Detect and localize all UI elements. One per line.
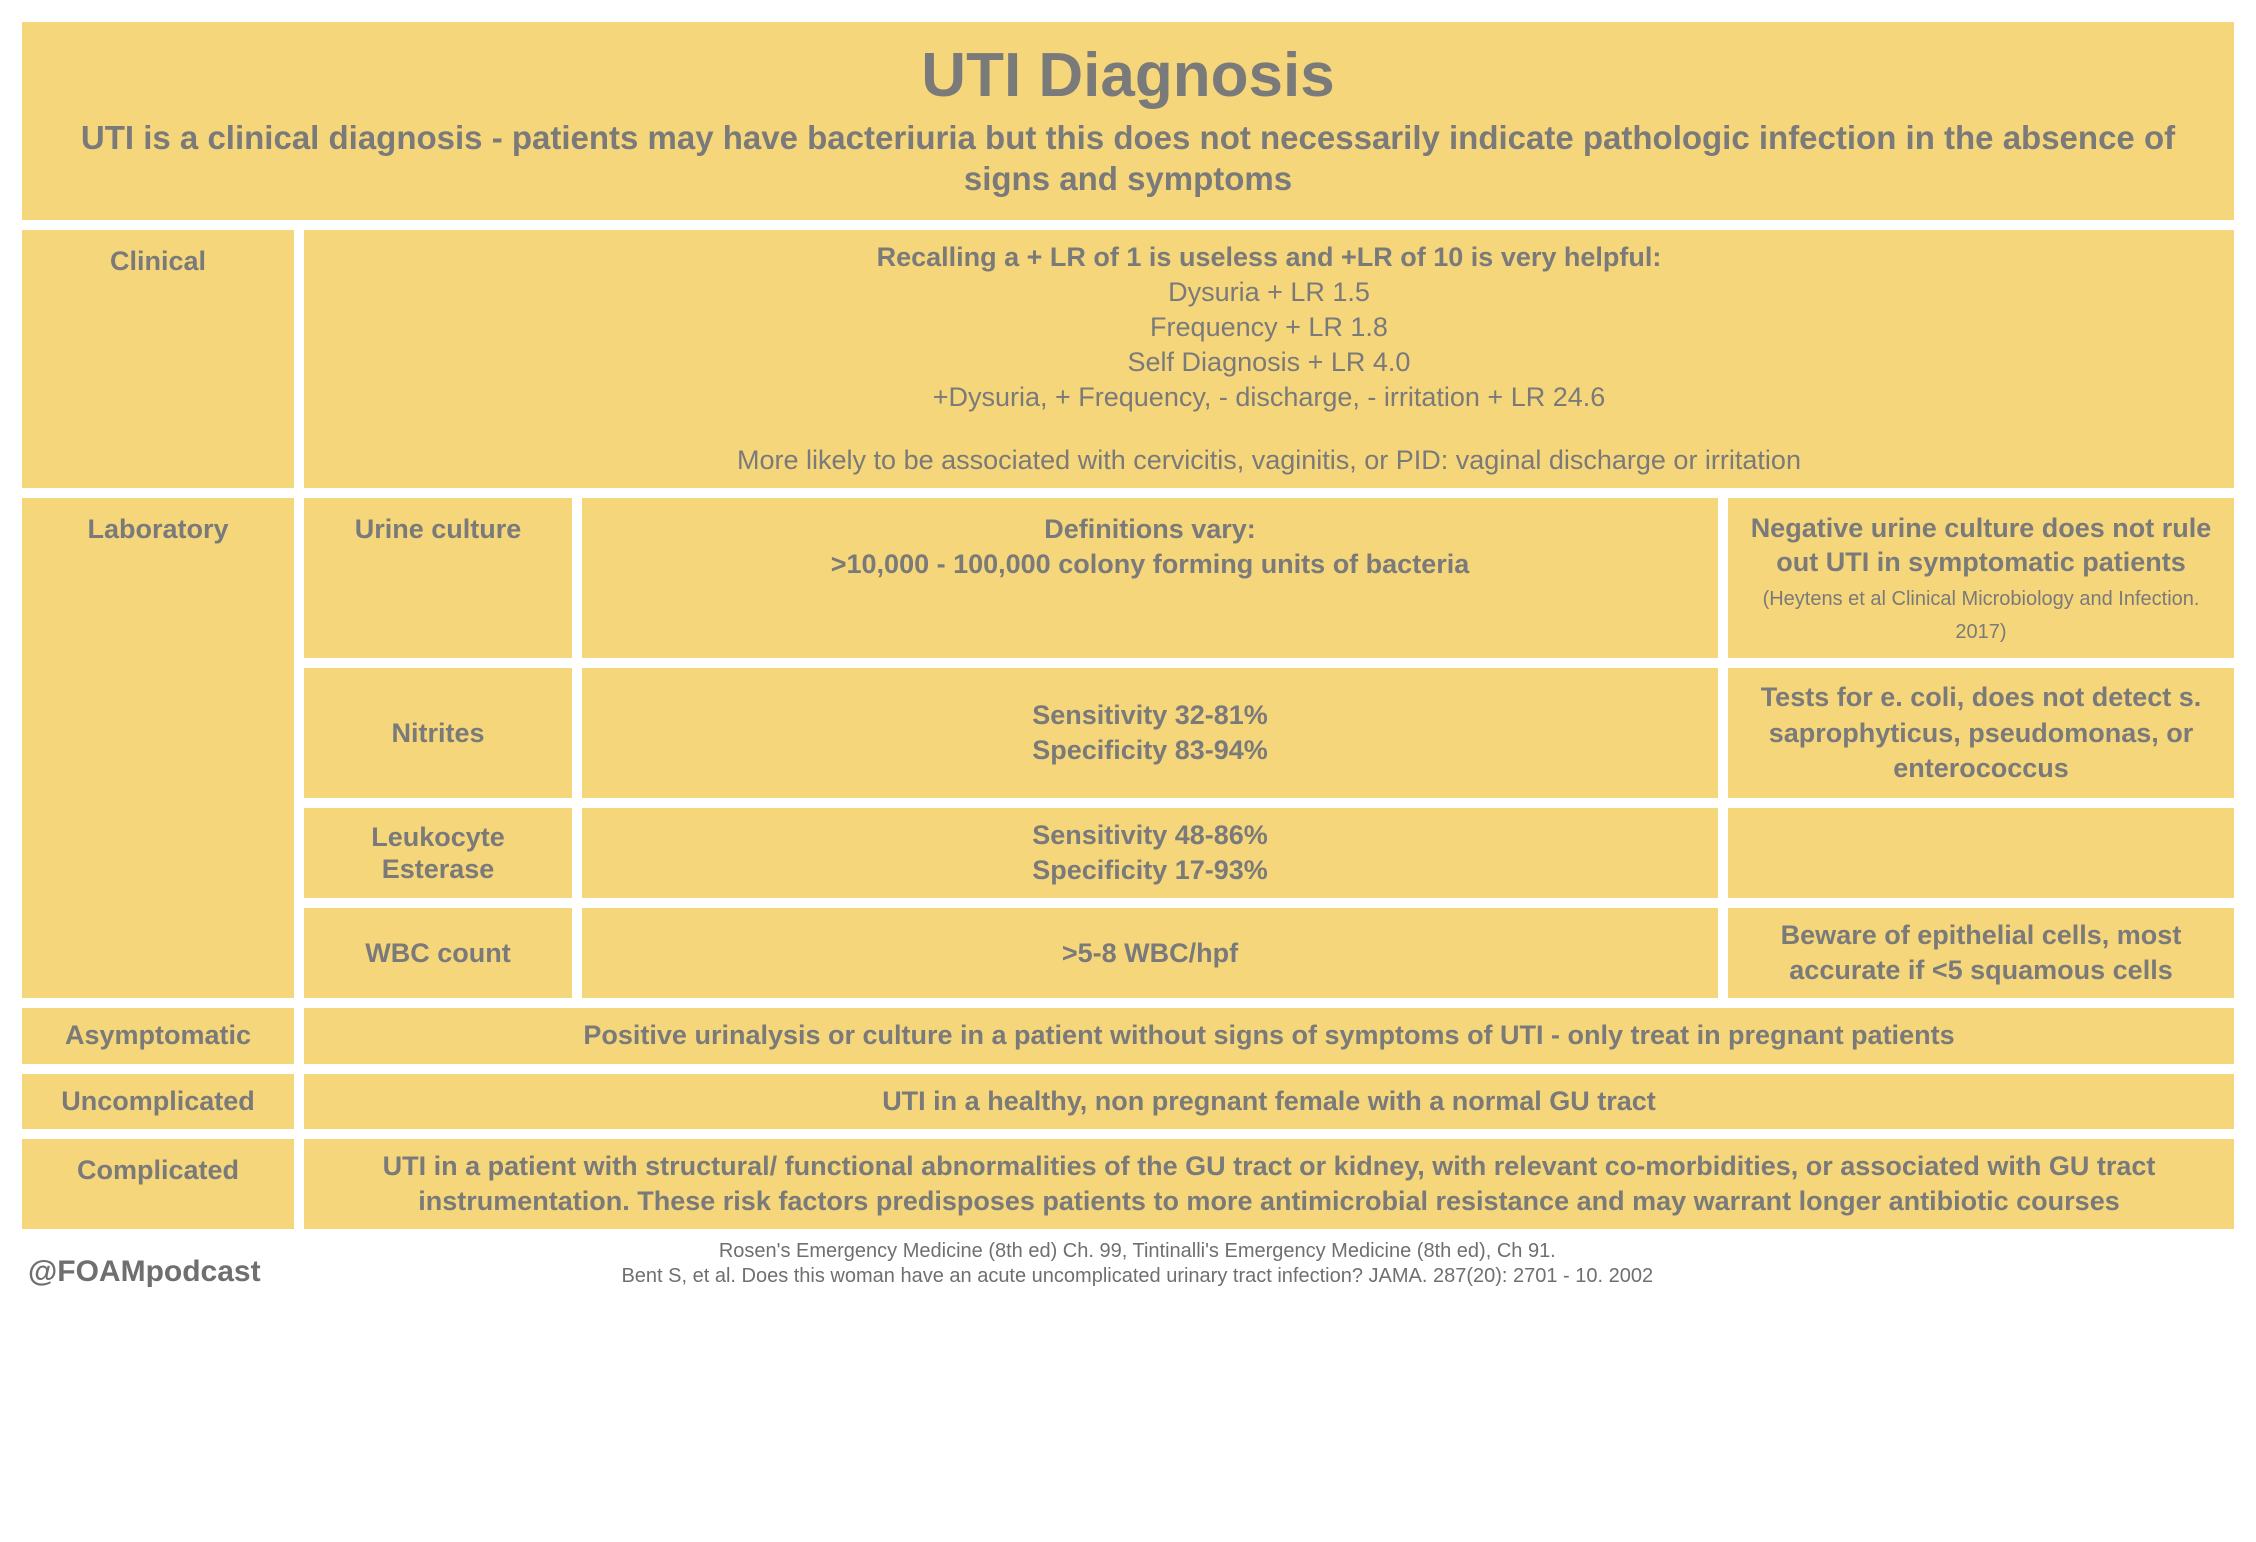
lab-test-name: Urine culture bbox=[304, 498, 572, 658]
mid-body: >10,000 - 100,000 colony forming units o… bbox=[831, 547, 1469, 582]
references: Rosen's Emergency Medicine (8th ed) Ch. … bbox=[261, 1239, 2014, 1289]
lab-test-name: Leukocyte Esterase bbox=[304, 808, 572, 898]
complicated-content: UTI in a patient with structural/ functi… bbox=[304, 1139, 2234, 1229]
test-name-text: Nitrites bbox=[391, 716, 484, 751]
lab-test-mid: Sensitivity 32-81% Specificity 83-94% bbox=[582, 668, 1718, 798]
lab-test-mid: Sensitivity 48-86% Specificity 17-93% bbox=[582, 808, 1718, 898]
lab-test-right bbox=[1728, 808, 2234, 898]
page-subtitle: UTI is a clinical diagnosis - patients m… bbox=[46, 117, 2210, 200]
label-text: Complicated bbox=[77, 1153, 239, 1188]
clinical-lead: Recalling a + LR of 1 is useless and +LR… bbox=[877, 240, 1662, 275]
row-label-asymptomatic: Asymptomatic bbox=[22, 1008, 294, 1063]
clinical-item: Self Diagnosis + LR 4.0 bbox=[1128, 345, 1411, 380]
label-text: Asymptomatic bbox=[65, 1018, 251, 1053]
content-text: Positive urinalysis or culture in a pati… bbox=[583, 1018, 1954, 1053]
lab-test-mid: >5-8 WBC/hpf bbox=[582, 908, 1718, 998]
mid-line: Sensitivity 32-81% bbox=[1032, 698, 1268, 733]
label-text: Clinical bbox=[110, 244, 206, 279]
row-label-laboratory: Laboratory bbox=[22, 498, 294, 998]
lab-test-right: Tests for e. coli, does not detect s. sa… bbox=[1728, 668, 2234, 798]
lab-test-right: Beware of epithelial cells, most accurat… bbox=[1728, 908, 2234, 998]
clinical-content: Recalling a + LR of 1 is useless and +LR… bbox=[304, 230, 2234, 489]
clinical-note: More likely to be associated with cervic… bbox=[737, 443, 1801, 478]
right-bold: Beware of epithelial cells, most accurat… bbox=[1746, 918, 2216, 988]
right-text: Negative urine culture does not rule out… bbox=[1746, 512, 2216, 647]
content-grid: Clinical Recalling a + LR of 1 is useles… bbox=[22, 230, 2234, 1229]
mid-line: >5-8 WBC/hpf bbox=[1062, 936, 1238, 971]
handle-text: @FOAMpodcast bbox=[22, 1255, 261, 1289]
test-name-text: Leukocyte Esterase bbox=[322, 821, 554, 886]
lab-test-name: Nitrites bbox=[304, 668, 572, 798]
content-text: UTI in a healthy, non pregnant female wi… bbox=[882, 1084, 1656, 1119]
lab-test-name: WBC count bbox=[304, 908, 572, 998]
clinical-item: Frequency + LR 1.8 bbox=[1150, 310, 1388, 345]
right-bold: Tests for e. coli, does not detect s. sa… bbox=[1746, 680, 2216, 785]
reference-line: Rosen's Emergency Medicine (8th ed) Ch. … bbox=[261, 1239, 2014, 1264]
right-ref: (Heytens et al Clinical Microbiology and… bbox=[1763, 588, 2200, 644]
test-name-text: WBC count bbox=[365, 936, 510, 971]
mid-line: Sensitivity 48-86% bbox=[1032, 818, 1268, 853]
mid-lead: Definitions vary: bbox=[1044, 512, 1256, 547]
right-bold: Negative urine culture does not rule out… bbox=[1751, 513, 2212, 577]
reference-line: Bent S, et al. Does this woman have an a… bbox=[261, 1264, 2014, 1289]
uncomplicated-content: UTI in a healthy, non pregnant female wi… bbox=[304, 1074, 2234, 1129]
label-text: Uncomplicated bbox=[61, 1084, 255, 1119]
label-text: Laboratory bbox=[87, 512, 228, 547]
clinical-item: Dysuria + LR 1.5 bbox=[1168, 275, 1370, 310]
row-label-complicated: Complicated bbox=[22, 1139, 294, 1229]
test-name-text: Urine culture bbox=[355, 512, 522, 547]
row-label-clinical: Clinical bbox=[22, 230, 294, 489]
page-title: UTI Diagnosis bbox=[921, 40, 1334, 111]
header-block: UTI Diagnosis UTI is a clinical diagnosi… bbox=[22, 22, 2234, 220]
clinical-item: +Dysuria, + Frequency, - discharge, - ir… bbox=[933, 380, 1606, 415]
asymptomatic-content: Positive urinalysis or culture in a pati… bbox=[304, 1008, 2234, 1063]
lab-test-right: Negative urine culture does not rule out… bbox=[1728, 498, 2234, 658]
lab-test-mid: Definitions vary: >10,000 - 100,000 colo… bbox=[582, 498, 1718, 658]
mid-line: Specificity 83-94% bbox=[1032, 733, 1268, 768]
footer: @FOAMpodcast Rosen's Emergency Medicine … bbox=[22, 1239, 2234, 1289]
row-label-uncomplicated: Uncomplicated bbox=[22, 1074, 294, 1129]
mid-line: Specificity 17-93% bbox=[1032, 853, 1268, 888]
content-text: UTI in a patient with structural/ functi… bbox=[322, 1149, 2216, 1219]
